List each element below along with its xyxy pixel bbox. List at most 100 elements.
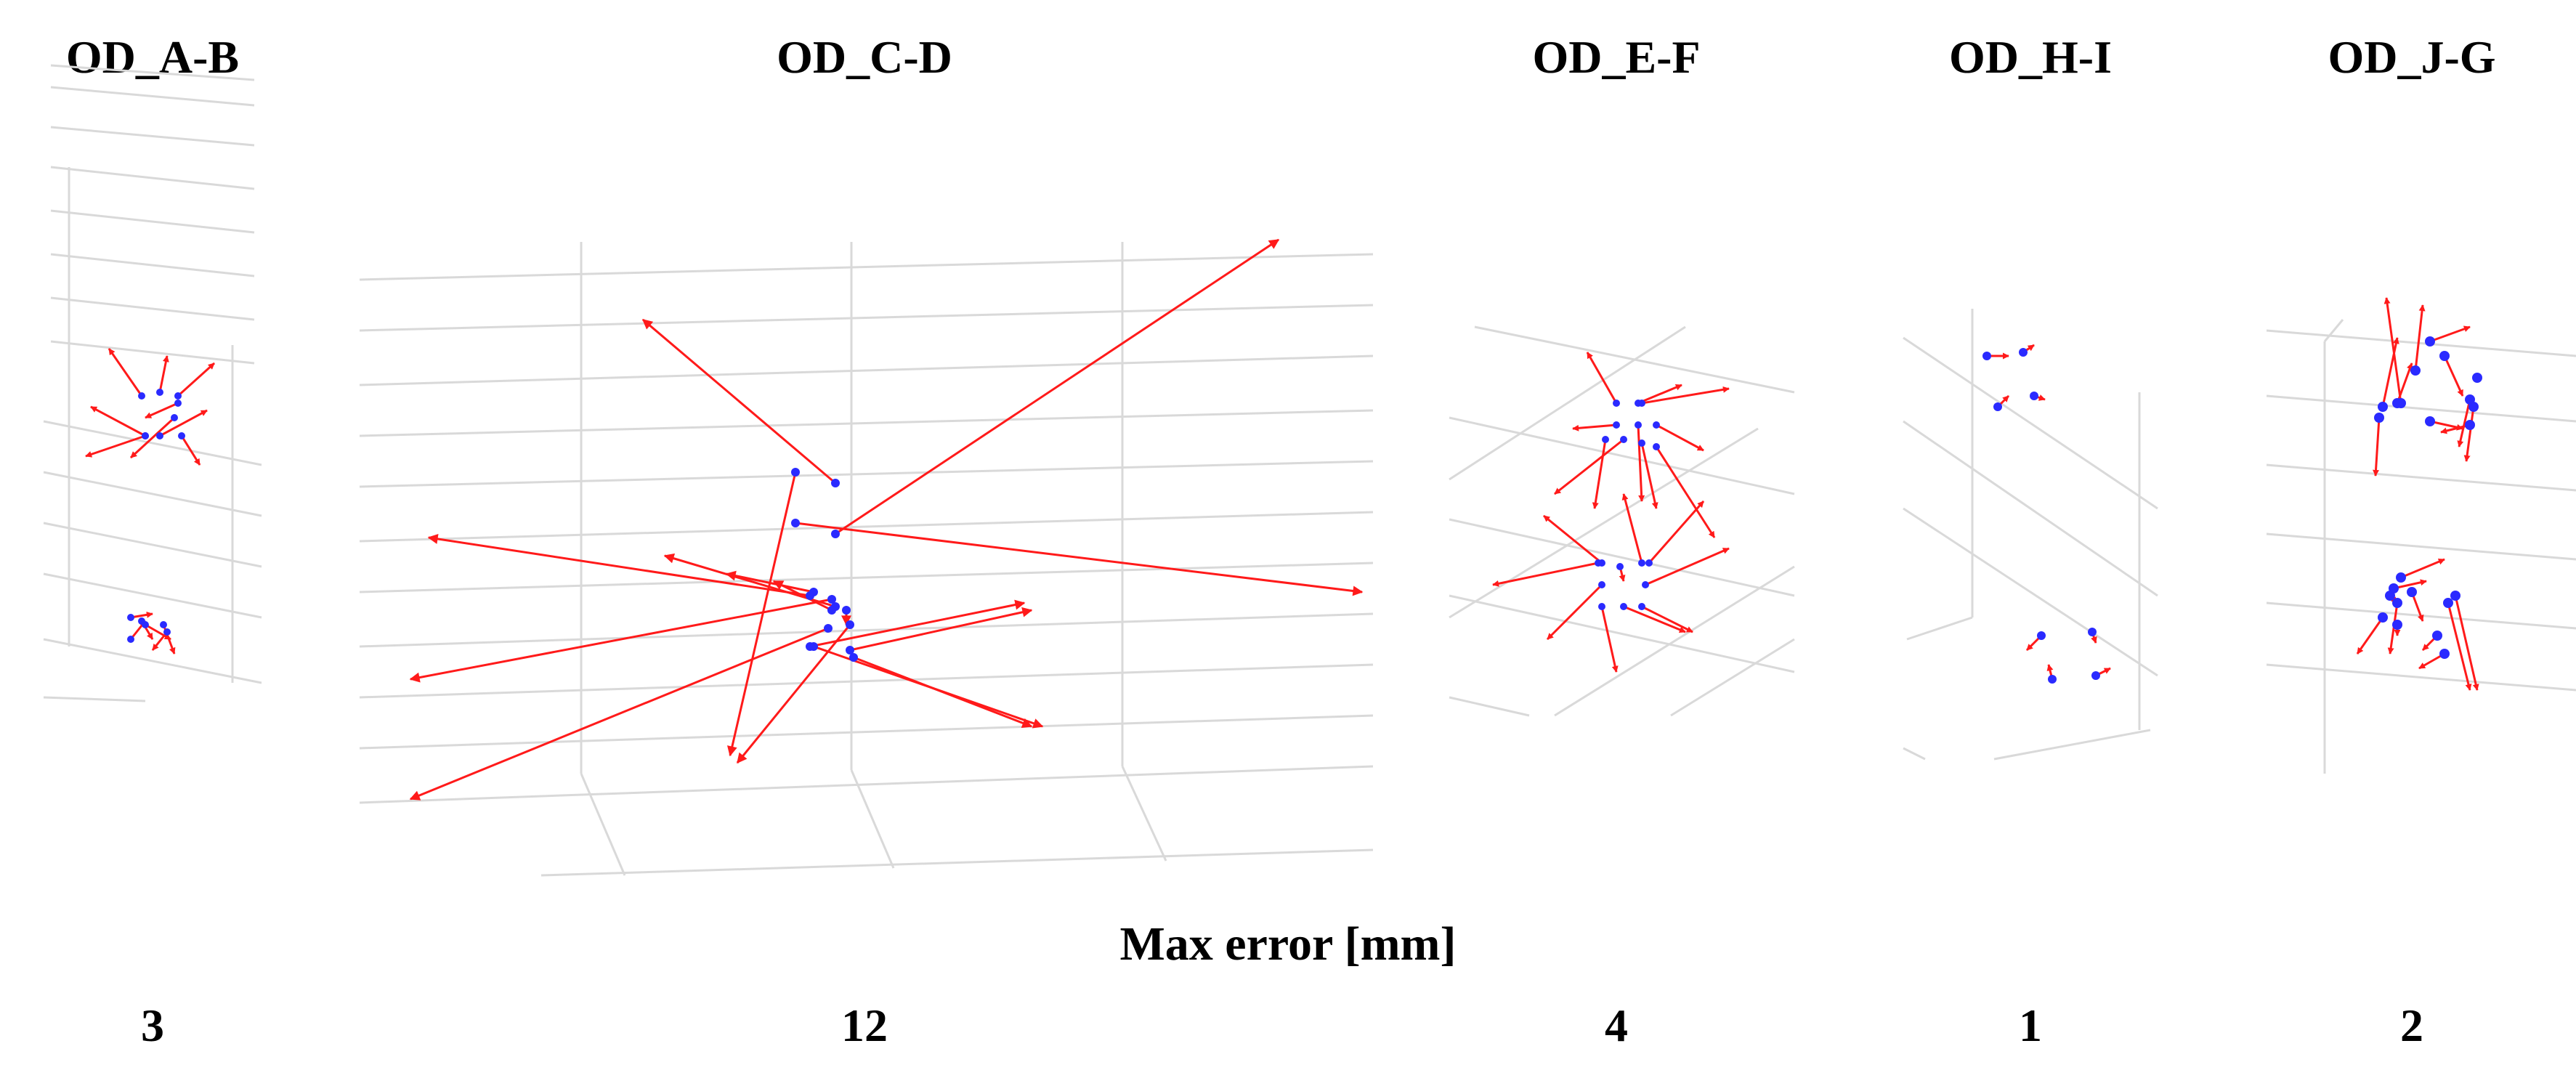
panel-jg-error-vector: [2447, 602, 2472, 691]
panel-cd-error-vector: [809, 599, 1026, 648]
panel-cd-marker-point: [827, 595, 836, 604]
panel-jg-points: [2374, 336, 2482, 659]
panel-ef-vectors: [1492, 352, 1730, 673]
panel-cd-error-vector: [641, 318, 836, 485]
panel-jg-marker-point: [2396, 572, 2406, 583]
panel-ef-marker-point: [1642, 581, 1649, 588]
panel-ab-marker-point: [174, 392, 182, 400]
panel-jg-marker-point: [2392, 620, 2402, 630]
panel-title-ef: OD_E-F: [1532, 31, 1701, 83]
panel-jg-error-vector: [2373, 417, 2381, 477]
panel-ef-marker-point: [1653, 421, 1660, 429]
panel-hi-marker-point: [2037, 631, 2046, 640]
panel-ef-error-vector: [1656, 424, 1704, 452]
panel-cd-error-vector: [409, 598, 833, 683]
panel-cd-grid: [359, 242, 1374, 877]
panel-jg-marker-point: [2439, 649, 2450, 659]
max-error-value-ef: 4: [1605, 1000, 1628, 1051]
panel-jg-error-vector: [2443, 355, 2464, 397]
panel-hi-marker-point: [1982, 352, 1991, 360]
panel-ab-marker-point: [156, 389, 163, 396]
panel-hi-marker-point: [1993, 402, 2002, 411]
panel-ab-marker-point: [178, 432, 185, 439]
max-error-value-ab: 3: [141, 1000, 164, 1051]
panel-jg-error-vector: [2457, 399, 2471, 447]
panel-jg-error-vector: [2387, 602, 2399, 655]
panel-ab-marker-point: [174, 400, 182, 407]
panel-cd-error-vector: [725, 570, 814, 593]
panel-cd-error-vector: [853, 656, 1033, 728]
panel-ef-grid: [1449, 325, 1795, 717]
panel-ef-marker-point: [1613, 400, 1620, 407]
max-error-value-hi: 1: [2019, 1000, 2042, 1051]
panel-ef-marker-point: [1620, 603, 1627, 610]
panel-ab-marker-point: [160, 621, 167, 628]
panel-jg-marker-point: [2439, 351, 2450, 361]
panel-cd-marker-point: [791, 519, 800, 527]
panel-ef-marker-point: [1620, 436, 1627, 443]
panel-ef-error-vector: [1637, 384, 1682, 405]
panel-ef-error-vector: [1586, 352, 1618, 404]
panel-jg-marker-point: [2374, 413, 2384, 423]
panel-cd-marker-point: [824, 624, 833, 633]
panel-jg-marker-point: [2385, 591, 2395, 601]
panel-jg-marker-point: [2425, 416, 2435, 426]
panel-ef-marker-point: [1638, 603, 1645, 610]
max-error-value-cd: 12: [841, 1000, 888, 1051]
panel-ef-marker-point: [1635, 421, 1642, 429]
panel-ef-error-vector: [1645, 547, 1730, 586]
panel-cd-marker-point: [831, 479, 840, 487]
panel-hi-marker-point: [2030, 392, 2038, 400]
panel-jg-plot: [2266, 297, 2576, 774]
panel-jg-marker-point: [2472, 373, 2482, 383]
panel-cd-vectors: [409, 238, 1364, 801]
max-error-label: Max error [mm]: [1119, 917, 1457, 970]
panel-jg-marker-point: [2432, 631, 2442, 641]
panel-ab-error-vector: [129, 416, 176, 459]
panel-jg-vectors: [2356, 297, 2482, 691]
panel-cd-marker-point: [846, 646, 854, 655]
panel-jg-marker-point: [2392, 598, 2402, 608]
panel-hi-marker-point: [2019, 348, 2028, 357]
panel-jg-marker-point: [2468, 402, 2479, 412]
panel-ef-error-vector: [1572, 424, 1617, 431]
panel-jg-marker-point: [2378, 612, 2388, 623]
max-error-value-jg: 2: [2400, 1000, 2423, 1051]
panel-ef-marker-point: [1638, 400, 1645, 407]
panel-ab-marker-point: [127, 614, 134, 621]
panel-cd-marker-point: [791, 468, 800, 477]
panel-ab-marker-point: [138, 617, 145, 625]
panel-cd-error-vector: [409, 627, 829, 801]
panel-ef-error-vector: [1600, 606, 1619, 673]
panel-ef-marker-point: [1598, 581, 1605, 588]
panel-ef-error-vector: [1546, 583, 1603, 641]
panel-jg-marker-point: [2392, 398, 2402, 408]
panel-ef-error-vector: [1640, 442, 1658, 509]
panel-ef-marker-point: [1602, 436, 1609, 443]
panel-ef-marker-point: [1653, 443, 1660, 450]
panel-ef-plot: [1449, 325, 1795, 717]
panel-ab-marker-point: [171, 414, 178, 421]
panel-ef-error-vector: [1543, 514, 1603, 564]
panel-jg-marker-point: [2378, 402, 2388, 412]
panel-ef-marker-point: [1638, 559, 1645, 567]
panel-ef-error-vector: [1621, 493, 1643, 564]
panel-ab-error-vector: [177, 362, 216, 397]
panel-ef-error-vector: [1592, 439, 1607, 509]
panel-hi-marker-point: [2088, 628, 2097, 636]
panel-jg-error-vector: [2356, 617, 2384, 655]
panel-cd-error-vector: [835, 238, 1280, 535]
panel-cd-marker-point: [842, 606, 851, 615]
panel-ab-vectors: [85, 348, 216, 655]
panel-jg-marker-point: [2425, 336, 2435, 347]
panel-jg-error-vector: [2414, 304, 2426, 371]
panel-hi-marker-point: [2048, 675, 2057, 684]
panel-ab-marker-point: [127, 636, 134, 643]
panel-jg-error-vector: [2429, 325, 2471, 343]
panel-ef-points: [1595, 400, 1660, 610]
panel-ab-plot: [43, 64, 262, 702]
panel-ef-marker-point: [1616, 563, 1624, 570]
panel-cd-error-vector: [849, 607, 1033, 652]
panel-jg-error-vector: [2454, 595, 2479, 691]
